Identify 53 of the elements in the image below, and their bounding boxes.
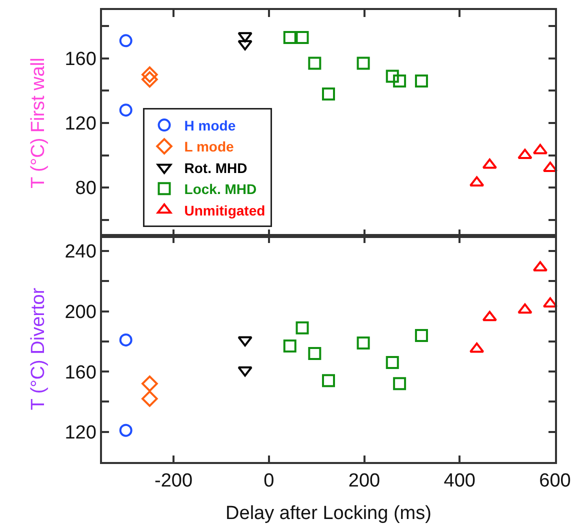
y-axis-title: T (°C) Divertor xyxy=(28,287,50,410)
y-tick-label: 120 xyxy=(64,114,96,135)
point xyxy=(386,70,399,83)
x-tick-label: 200 xyxy=(348,470,380,492)
point xyxy=(238,32,252,42)
point xyxy=(296,321,309,334)
point xyxy=(518,303,532,314)
legend-label: Unmitigated xyxy=(184,202,266,218)
point xyxy=(414,328,428,342)
y-tick-label: 160 xyxy=(64,49,96,70)
legend-label: H mode xyxy=(184,118,236,134)
point xyxy=(518,148,532,160)
x-tick-label: -200 xyxy=(154,470,193,492)
y-tick-label: 200 xyxy=(64,302,96,323)
point xyxy=(414,74,428,88)
legend-label: Rot. MHD xyxy=(184,160,248,176)
point xyxy=(482,158,498,169)
point xyxy=(322,87,335,100)
point xyxy=(142,66,158,83)
point xyxy=(119,333,132,346)
point xyxy=(296,30,309,44)
y-axis-title: T (°C) First wall xyxy=(28,58,50,188)
point xyxy=(119,424,132,437)
point xyxy=(119,34,132,48)
point xyxy=(482,310,498,322)
point xyxy=(308,56,322,70)
point xyxy=(356,336,370,350)
x-tick-label: 400 xyxy=(444,470,476,492)
point xyxy=(119,104,132,117)
x-tick-label: 0 xyxy=(264,470,274,492)
legend-label: Lock. MHD xyxy=(184,181,257,198)
point xyxy=(386,356,399,370)
point xyxy=(142,71,158,88)
y-tick-label: 160 xyxy=(64,362,96,384)
legend-label: L mode xyxy=(184,138,234,155)
point xyxy=(142,390,158,407)
point xyxy=(142,376,158,392)
point xyxy=(393,74,406,88)
point xyxy=(283,339,296,352)
y-tick-label: 240 xyxy=(64,242,96,263)
x-axis-title: Delay after Locking (ms) xyxy=(226,502,432,524)
point xyxy=(238,366,252,377)
point xyxy=(542,297,558,308)
point xyxy=(393,377,406,390)
point xyxy=(238,40,252,50)
y-tick-label: 120 xyxy=(64,422,96,444)
point xyxy=(356,56,370,70)
y-tick-label: 80 xyxy=(75,178,96,200)
point xyxy=(308,347,322,360)
point xyxy=(283,30,296,44)
point xyxy=(322,374,335,388)
x-tick-label: 600 xyxy=(539,470,571,492)
point xyxy=(532,144,548,154)
